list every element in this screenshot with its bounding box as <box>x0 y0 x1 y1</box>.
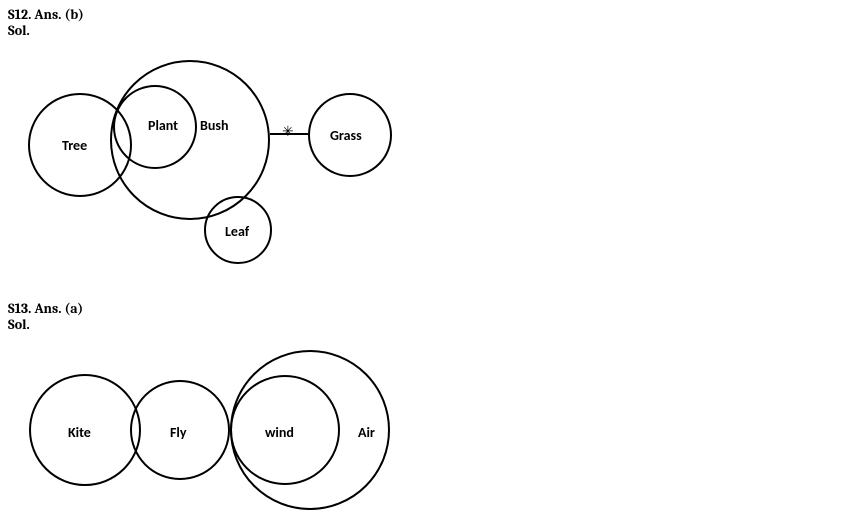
leaf-label: Leaf <box>225 223 249 240</box>
s13-diagram: Kite Fly wind Air <box>20 350 440 520</box>
s12-diagram: ✳ Tree Plant Bush Leaf Grass <box>20 55 440 285</box>
bush-label: Bush <box>200 117 228 134</box>
wind-label: wind <box>265 424 294 441</box>
plant-circle-label: Plant <box>148 117 178 134</box>
s13-sol: Sol. <box>8 316 30 333</box>
s13-heading: S13. Ans. (a) <box>8 300 83 317</box>
s12-sol: Sol. <box>8 22 30 39</box>
grass-label: Grass <box>330 127 362 144</box>
air-label: Air <box>358 424 375 441</box>
kite-label: Kite <box>68 424 91 441</box>
fly-label: Fly <box>170 424 187 441</box>
s12-heading: S12. Ans. (b) <box>8 6 84 23</box>
tree-label: Tree <box>62 137 87 154</box>
x-mark: ✳ <box>282 123 294 140</box>
